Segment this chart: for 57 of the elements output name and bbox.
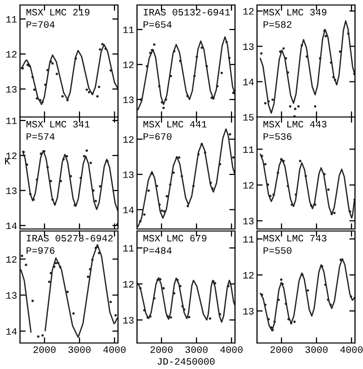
text: P=654 [144, 21, 172, 28]
chart-title: MSX LMC 743 [263, 234, 326, 242]
y-tick-label: 15 [243, 114, 254, 121]
x-tick-label: 4000 [103, 346, 126, 353]
y-tick-label: 13 [6, 292, 17, 299]
y-tick-label: 13 [123, 96, 134, 104]
y-tick-label: 12 [6, 256, 17, 263]
x-tick-label: 2000 [150, 346, 173, 353]
text: P=976 [26, 247, 54, 254]
x-tick-label: 4000 [340, 346, 363, 353]
x-tick-label: 3000 [68, 346, 91, 353]
x-tick-label: 3000 [185, 346, 208, 353]
y-tick-label: 11 [243, 236, 254, 242]
x-tick-label: 3000 [305, 346, 328, 353]
x-tick-label: 2000 [270, 346, 293, 353]
chart-title: MSX LMC 679 [143, 234, 206, 242]
y-tick-label: 13 [243, 308, 254, 315]
y-tick-label: 13 [243, 43, 254, 50]
chart-title: MSX LMC 219 [26, 8, 90, 16]
y-tick-label: 12 [243, 272, 254, 278]
text: P=582 [264, 21, 292, 28]
text: P=484 [144, 247, 172, 254]
y-tick-label: 12 [123, 136, 134, 143]
y-tick-label: 12 [123, 62, 134, 68]
y-tick-label: 11 [123, 245, 134, 252]
x-axis-title: JD-2450000 [158, 358, 215, 365]
y-tick-label: 14 [6, 222, 17, 230]
y-tick-label: 12 [6, 152, 17, 160]
y-tick-label: 12 [6, 51, 17, 58]
chart-title: MSX LMC 349 [263, 8, 326, 16]
y-tick-label: 13 [123, 316, 134, 324]
y-tick-label: 11 [123, 26, 134, 34]
chart-title: MSX LMC 443 [263, 120, 326, 128]
y-tick-label: 13 [6, 86, 17, 93]
y-tick-label: 13 [123, 171, 134, 178]
text: P=536 [264, 133, 292, 140]
x-tick-label: 2000 [34, 346, 56, 353]
y-tick-label: 13 [243, 218, 254, 224]
y-tick-label: 14 [123, 206, 134, 214]
y-tick-label: 12 [243, 8, 254, 15]
y-tick-label: 12 [123, 280, 134, 288]
y-tick-label: 11 [6, 118, 17, 124]
text: P=574 [26, 133, 55, 140]
y-tick-label: 14 [243, 78, 254, 86]
y-tick-label: 12 [243, 182, 254, 189]
y-tick-label: 11 [6, 16, 17, 23]
y-tick-label: 14 [6, 328, 17, 335]
chart-title: IRAS 05278-6942 [26, 234, 113, 242]
text: P=550 [264, 247, 292, 254]
text: P=670 [144, 133, 172, 140]
y-tick-label: 13 [6, 188, 17, 194]
chart-title: MSX LMC 441 [143, 120, 207, 128]
text: P=704 [26, 21, 55, 28]
x-tick-label: 4000 [220, 346, 243, 353]
chart-title: MSX LMC 341 [26, 120, 90, 128]
chart-title: IRAS 05132-6941 [144, 8, 230, 16]
y-tick-label: 11 [243, 146, 254, 153]
